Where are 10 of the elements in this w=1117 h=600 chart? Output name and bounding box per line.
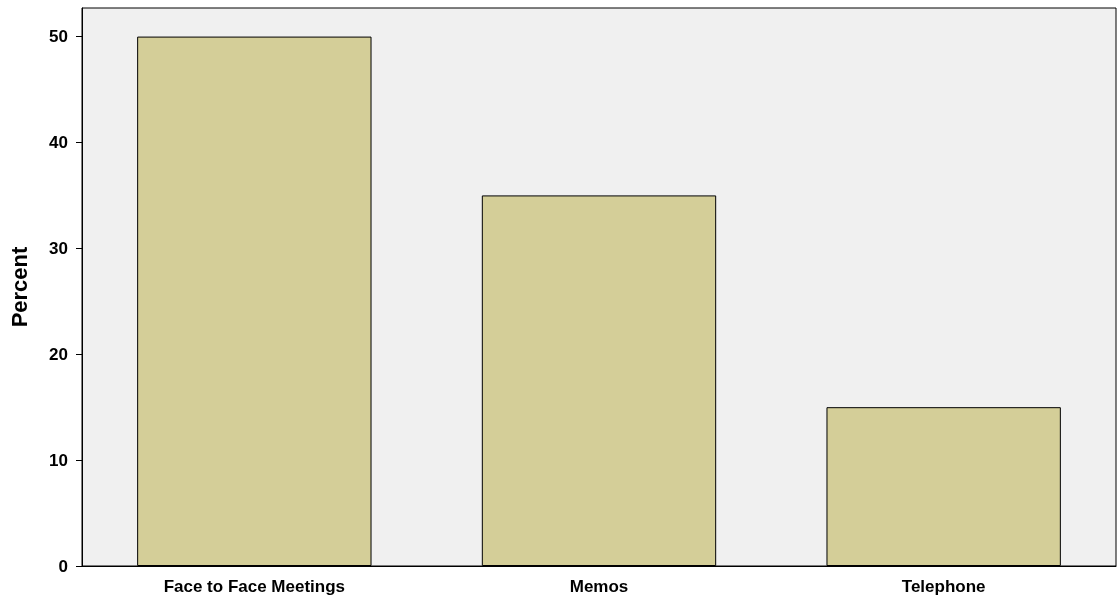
y-tick-label: 30 [49,238,68,258]
y-tick-label: 20 [49,344,68,364]
x-tick-label: Memos [569,577,629,596]
y-tick-label: 40 [49,132,68,152]
y-tick-label: 50 [49,27,68,47]
y-tick-label: 0 [58,556,68,576]
y-axis-title: Percent [6,245,32,328]
x-tick-label: Telephone [901,577,986,596]
y-tick-label: 10 [49,450,68,470]
x-tick-label: Face to Face Meetings [163,577,346,596]
